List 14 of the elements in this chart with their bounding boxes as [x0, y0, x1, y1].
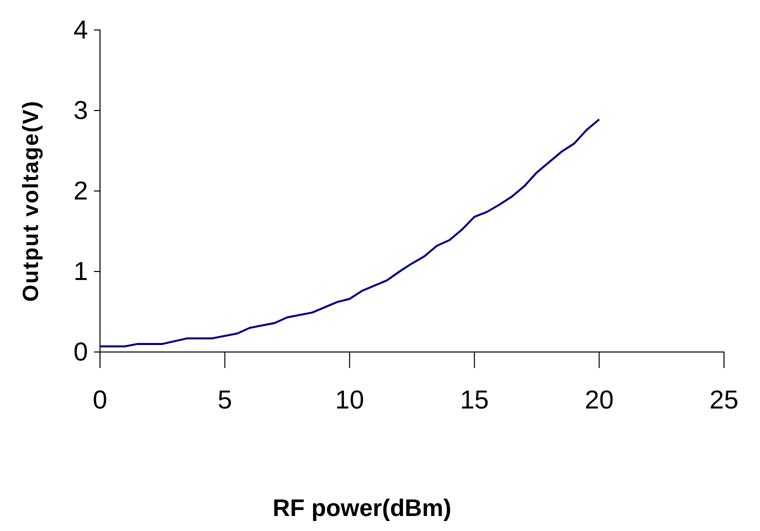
x-tick-label: 15: [460, 384, 489, 414]
y-tick-label: 1: [74, 256, 88, 286]
x-tick-label: 10: [335, 384, 364, 414]
y-tick-label: 2: [74, 175, 88, 206]
x-tick-label: 25: [710, 384, 738, 414]
y-tick-label: 0: [74, 336, 88, 366]
y-axis-title: Output voltage(V): [18, 100, 43, 302]
x-tick-label: 20: [584, 384, 614, 414]
x-axis-title: RF power(dBm): [272, 495, 452, 522]
line-series: [99, 118, 600, 348]
x-tick-label: 0: [92, 384, 108, 414]
y-tick-label: 4: [74, 14, 88, 44]
y-tick-label: 3: [74, 94, 88, 125]
x-tick-label: 5: [218, 384, 232, 414]
